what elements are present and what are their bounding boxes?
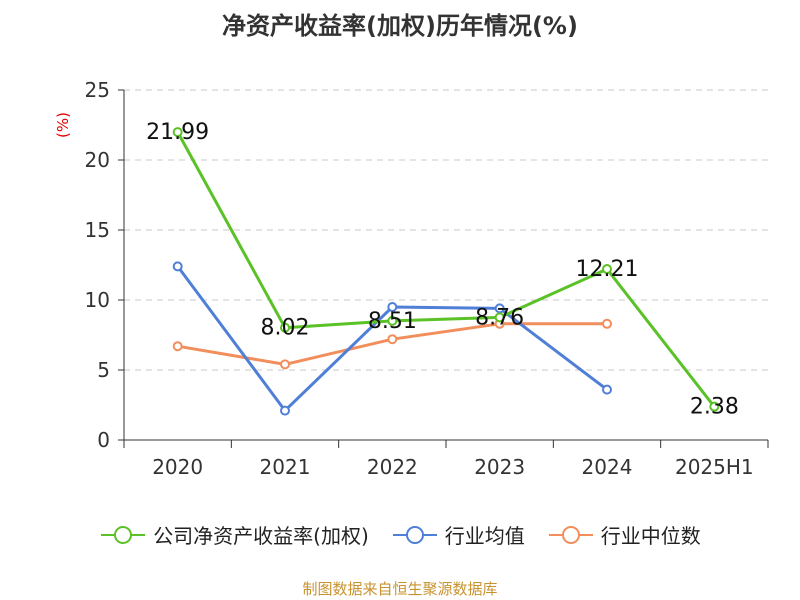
data-point: [709, 401, 720, 412]
legend-label-industry-mean: 行业均值: [444, 524, 525, 548]
series-layer: [172, 127, 720, 416]
data-labels: 21.99 8.02 8.51 8.76 12.21 2.38: [146, 120, 739, 420]
y-tick-label: 5: [97, 358, 110, 382]
data-point: [602, 318, 612, 329]
x-tick-label: 2020: [152, 455, 203, 479]
legend-marker-orange-icon: [548, 525, 593, 544]
legend-marker-green-icon: [101, 525, 146, 544]
data-label: 2.38: [690, 395, 739, 420]
data-point: [280, 405, 290, 416]
legend-marker-blue-icon: [392, 525, 437, 544]
data-label: 21.99: [146, 120, 209, 145]
data-point: [494, 312, 505, 323]
data-label: 8.76: [475, 305, 524, 330]
x-tick-label: 2025H1: [675, 455, 754, 479]
data-point: [387, 315, 398, 326]
line-chart: 0 5 10 15 20 25 2020 2021 2022 2023 2024 2025H1 (%)…: [54, 78, 769, 479]
data-source-note: 制图数据来自恒生聚源数据库: [302, 580, 498, 598]
y-axis-label: (%): [54, 112, 72, 138]
y-tick-label: 10: [85, 288, 110, 312]
legend-item-company[interactable]: 公司净资产收益率(加权): [99, 520, 369, 549]
data-label: 8.51: [368, 309, 417, 334]
grid-lines: [124, 89, 768, 371]
legend-label-industry-median: 行业中位数: [600, 524, 701, 548]
series-line: [176, 131, 716, 408]
x-tick-label: 2021: [260, 455, 311, 479]
data-point: [602, 384, 612, 395]
data-point: [172, 127, 183, 138]
legend-item-industry-mean[interactable]: 行业均值: [391, 520, 525, 549]
data-point: [172, 261, 183, 272]
y-tick-label: 0: [97, 428, 110, 452]
data-point: [602, 264, 612, 275]
x-tick-label: 2022: [367, 455, 418, 479]
data-label: 8.02: [261, 316, 310, 341]
data-point: [280, 322, 290, 333]
data-point: [280, 359, 290, 370]
y-tick-label: 20: [85, 148, 110, 172]
legend: 公司净资产收益率(加权) 行业均值 行业中位数: [0, 520, 800, 549]
legend-label-company: 公司净资产收益率(加权): [153, 524, 369, 548]
data-point: [172, 341, 183, 352]
data-point: [387, 302, 398, 312]
legend-item-industry-median[interactable]: 行业中位数: [547, 520, 701, 549]
y-tick-label: 15: [85, 218, 110, 242]
axes: 0 5 10 15 20 25 2020 2021 2022 2023 2024 2025H1: [85, 78, 769, 479]
data-label: 12.21: [576, 257, 639, 282]
x-tick-label: 2023: [474, 455, 525, 479]
y-tick-label: 25: [85, 78, 110, 102]
x-tick-label: 2024: [582, 455, 633, 479]
chart-title: 净资产收益率(加权)历年情况(%): [222, 12, 578, 40]
data-point: [387, 334, 398, 345]
